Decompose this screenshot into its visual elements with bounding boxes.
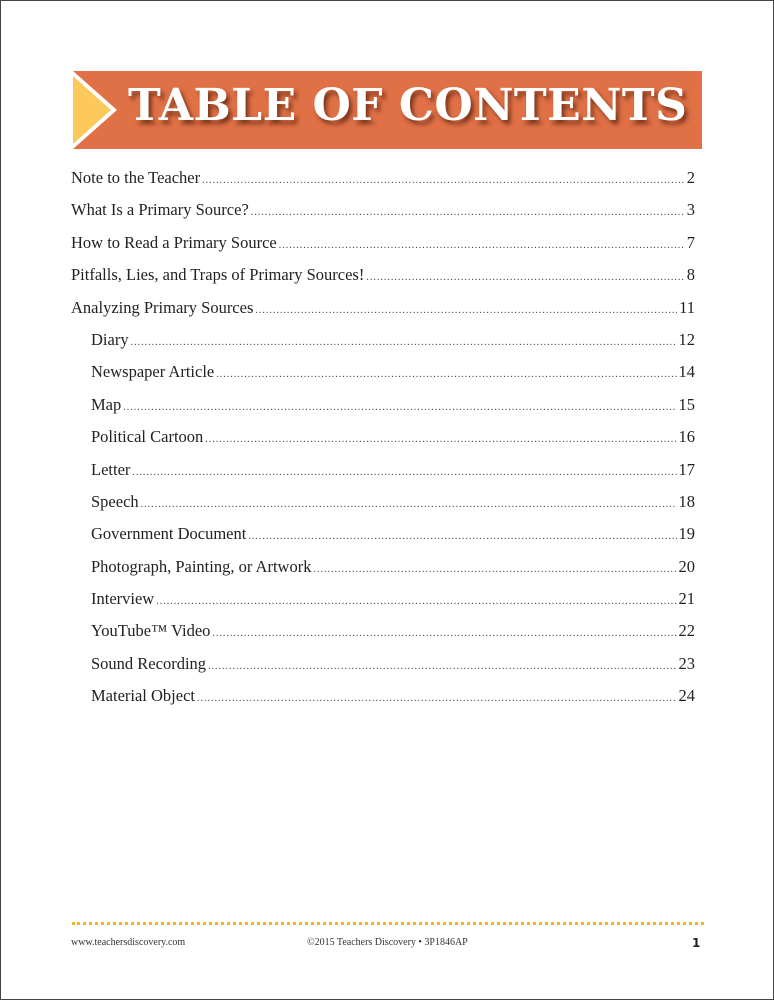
toc-entry[interactable]: Interview 21: [71, 589, 695, 621]
dot-leader: [251, 207, 685, 218]
title-banner: [73, 71, 702, 149]
toc-entry-page: 20: [678, 556, 696, 576]
toc-entry-label: Diary: [91, 329, 129, 349]
toc-entry-page: 16: [678, 427, 696, 447]
toc-entry-page: 17: [678, 459, 696, 479]
toc-entry-label: Material Object: [91, 686, 195, 706]
toc-entry-label: Map: [91, 394, 122, 414]
dot-leader: [205, 434, 676, 445]
toc-entry-label: Photograph, Painting, or Artwork: [91, 556, 312, 576]
dot-leader: [131, 337, 677, 348]
footer-copyright: ©2015 Teachers Discovery • 3P1846AP: [307, 937, 468, 948]
toc-entry[interactable]: Diary 12: [71, 330, 695, 362]
toc-entry-page: 14: [678, 362, 696, 382]
toc-entry-label: Government Document: [91, 524, 247, 544]
toc-entry[interactable]: Map 15: [71, 395, 695, 427]
dot-leader: [123, 402, 676, 413]
toc-entry[interactable]: Speech 18: [71, 492, 695, 524]
toc-entry-page: 7: [686, 232, 695, 252]
toc-entry[interactable]: Government Document 19: [71, 524, 695, 556]
toc-entry-label: How to Read a Primary Source: [71, 232, 277, 252]
footer-website: www.teachersdiscovery.com: [71, 937, 186, 948]
toc-entry[interactable]: Pitfalls, Lies, and Traps of Primary Sou…: [71, 265, 695, 297]
toc-entry-page: 2: [686, 168, 695, 187]
toc-entry-page: 18: [678, 491, 696, 511]
toc-entry[interactable]: Analyzing Primary Sources 11: [71, 298, 695, 330]
dot-leader: [202, 175, 685, 186]
toc-entry[interactable]: YouTube™ Video 22: [71, 621, 695, 653]
toc-entry-page: 21: [678, 589, 696, 609]
dot-leader: [279, 240, 685, 251]
toc-entry-page: 3: [686, 200, 695, 220]
toc-entry[interactable]: Political Cartoon 16: [71, 427, 695, 459]
dot-leader: [366, 272, 684, 283]
toc-entry-label: Political Cartoon: [91, 427, 204, 447]
toc-entry-label: Interview: [91, 589, 155, 609]
toc-entry-page: 15: [678, 394, 696, 414]
toc-entry[interactable]: How to Read a Primary Source 7: [71, 233, 695, 265]
toc-entry-label: Newspaper Article: [91, 362, 215, 382]
toc-entry-label: Speech: [91, 491, 139, 511]
toc-entry[interactable]: What Is a Primary Source? 3: [71, 200, 695, 232]
toc-entry-label: Analyzing Primary Sources: [71, 297, 254, 317]
dot-leader: [197, 693, 677, 704]
dot-leader: [141, 499, 677, 510]
dot-leader: [313, 564, 676, 575]
toc-entry-label: Letter: [91, 459, 131, 479]
toc-entry-page: 23: [678, 653, 696, 673]
dot-leader: [248, 531, 676, 542]
toc-entry-label: Sound Recording: [91, 653, 207, 673]
toc-entry[interactable]: Letter 17: [71, 460, 695, 492]
dot-leader: [216, 369, 676, 380]
footer-divider: [72, 922, 704, 925]
toc-entry[interactable]: Note to the Teacher 2: [71, 168, 695, 200]
toc-entry-page: 8: [686, 265, 695, 285]
dot-leader: [208, 661, 676, 672]
toc-entry-label: Pitfalls, Lies, and Traps of Primary Sou…: [71, 265, 365, 285]
toc-entry-label: What Is a Primary Source?: [71, 200, 249, 220]
toc-entry-page: 11: [679, 297, 695, 317]
toc-entry-label: Note to the Teacher: [71, 168, 201, 187]
dot-leader: [255, 305, 677, 316]
toc-entry[interactable]: Photograph, Painting, or Artwork 20: [71, 557, 695, 589]
toc-entry[interactable]: Material Object 24: [71, 686, 695, 718]
toc-entry-page: 22: [678, 621, 696, 641]
toc-entry[interactable]: Sound Recording 23: [71, 654, 695, 686]
toc-entry-page: 24: [678, 686, 696, 706]
table-of-contents: Note to the Teacher 2 What Is a Primary So…: [71, 168, 695, 719]
toc-entry-page: 19: [678, 524, 696, 544]
dot-leader: [212, 628, 676, 639]
arrow-icon: [73, 76, 111, 144]
toc-entry[interactable]: Newspaper Article 14: [71, 362, 695, 394]
page-title: TABLE OF CONTENTS: [128, 80, 688, 131]
page-number: 1: [692, 936, 701, 950]
dot-leader: [156, 596, 676, 607]
toc-entry-page: 12: [678, 329, 696, 349]
dot-leader: [132, 467, 676, 478]
toc-entry-label: YouTube™ Video: [91, 621, 211, 641]
